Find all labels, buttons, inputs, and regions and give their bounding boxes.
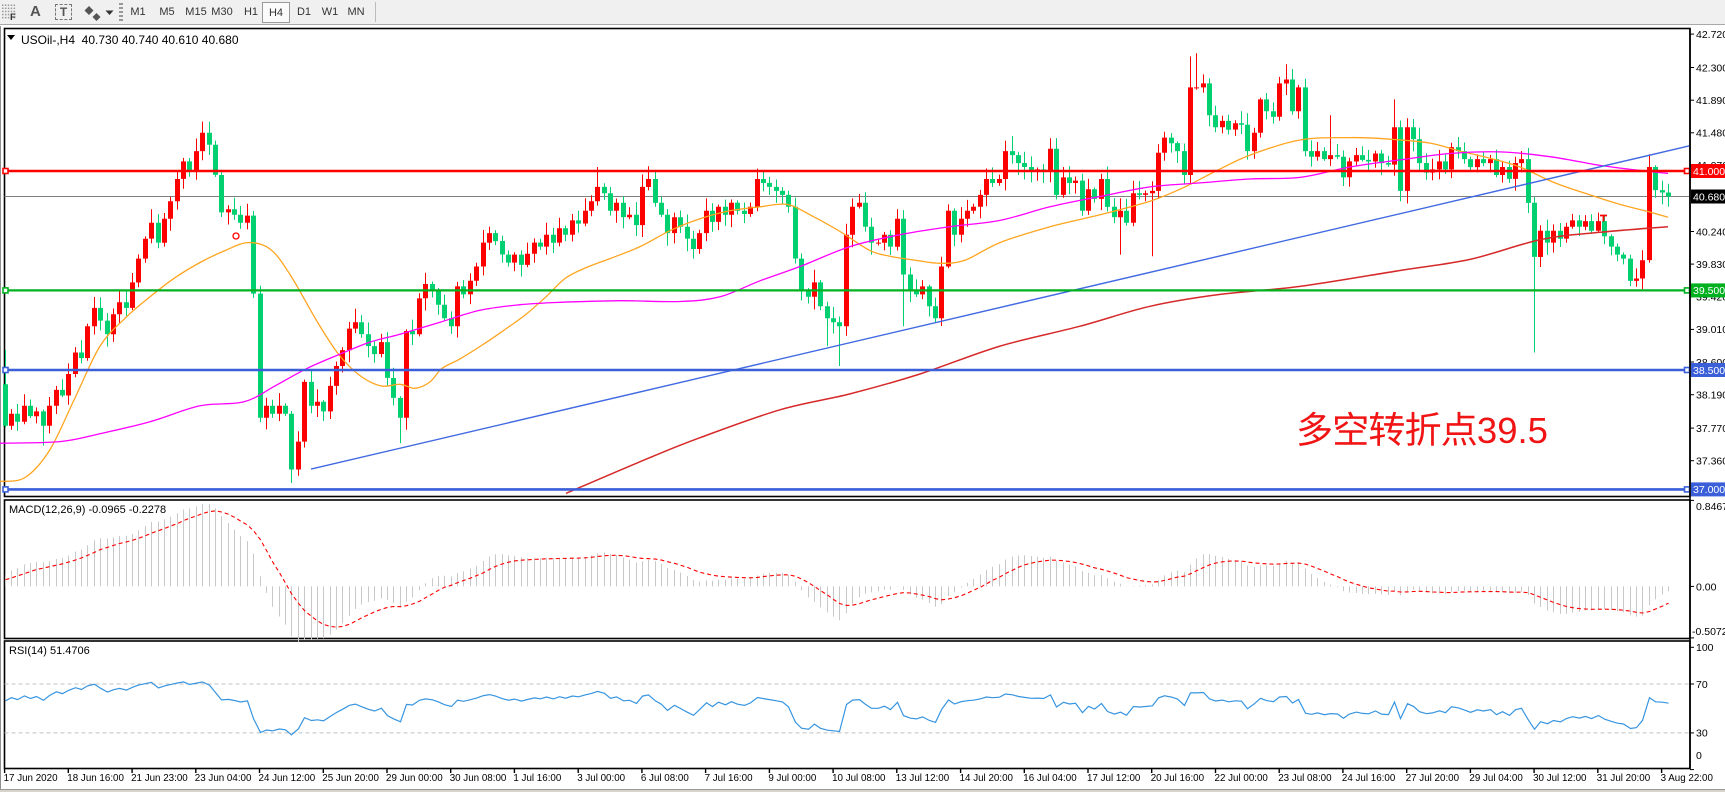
svg-text:18 Jun 16:00: 18 Jun 16:00 (67, 773, 124, 784)
svg-text:40.240: 40.240 (1696, 226, 1725, 238)
svg-text:20 Jul 16:00: 20 Jul 16:00 (1151, 773, 1205, 784)
svg-text:41.480: 41.480 (1696, 128, 1725, 140)
svg-text:37.770: 37.770 (1696, 423, 1725, 435)
svg-text:7 Jul 16:00: 7 Jul 16:00 (705, 773, 753, 784)
svg-text:41.000: 41.000 (1693, 166, 1725, 178)
svg-text:RSI(14) 51.4706: RSI(14) 51.4706 (9, 645, 90, 657)
svg-text:17 Jun 2020: 17 Jun 2020 (4, 773, 58, 784)
svg-text:42.720: 42.720 (1696, 29, 1725, 41)
svg-text:30 Jul 12:00: 30 Jul 12:00 (1533, 773, 1587, 784)
svg-text:27 Jul 20:00: 27 Jul 20:00 (1406, 773, 1460, 784)
svg-text:3 Jul 00:00: 3 Jul 00:00 (577, 773, 625, 784)
svg-text:39.500: 39.500 (1693, 285, 1725, 297)
svg-text:30: 30 (1696, 728, 1708, 740)
svg-text:30 Jun 08:00: 30 Jun 08:00 (450, 773, 507, 784)
svg-text:0: 0 (1696, 750, 1702, 762)
svg-text:23 Jul 08:00: 23 Jul 08:00 (1278, 773, 1332, 784)
svg-text:6 Jul 08:00: 6 Jul 08:00 (641, 773, 689, 784)
svg-text:-0.5072: -0.5072 (1692, 626, 1725, 638)
svg-text:100: 100 (1696, 642, 1714, 654)
svg-text:3 Aug 22:00: 3 Aug 22:00 (1661, 773, 1714, 784)
svg-text:39.010: 39.010 (1696, 324, 1725, 336)
svg-text:24 Jun 12:00: 24 Jun 12:00 (259, 773, 316, 784)
svg-text:37.000: 37.000 (1693, 484, 1725, 496)
svg-text:39.5: 39.5 (1477, 410, 1548, 451)
svg-text:17 Jul 12:00: 17 Jul 12:00 (1087, 773, 1141, 784)
svg-text:40.680: 40.680 (1693, 191, 1725, 203)
svg-text:9 Jul 00:00: 9 Jul 00:00 (768, 773, 816, 784)
svg-text:29 Jul 04:00: 29 Jul 04:00 (1469, 773, 1523, 784)
svg-text:16 Jul 04:00: 16 Jul 04:00 (1023, 773, 1077, 784)
svg-text:22 Jul 00:00: 22 Jul 00:00 (1215, 773, 1269, 784)
svg-text:F: F (10, 12, 16, 23)
svg-text:25 Jun 20:00: 25 Jun 20:00 (322, 773, 379, 784)
svg-text:21 Jun 23:00: 21 Jun 23:00 (131, 773, 188, 784)
svg-text:29 Jun 00:00: 29 Jun 00:00 (386, 773, 443, 784)
svg-text:23 Jun 04:00: 23 Jun 04:00 (195, 773, 252, 784)
svg-text:USOil-,H4 40.730 40.740 40.61: USOil-,H4 40.730 40.740 40.610 40.680 (21, 33, 239, 47)
svg-text:MACD(12,26,9) -0.0965 -0.2278: MACD(12,26,9) -0.0965 -0.2278 (9, 504, 166, 516)
svg-text:1 Jul 16:00: 1 Jul 16:00 (513, 773, 561, 784)
svg-text:0.00: 0.00 (1696, 582, 1717, 594)
svg-text:42.300: 42.300 (1696, 62, 1725, 74)
svg-text:41.890: 41.890 (1696, 95, 1725, 107)
svg-text:38.190: 38.190 (1696, 390, 1725, 402)
svg-text:14 Jul 20:00: 14 Jul 20:00 (960, 773, 1014, 784)
svg-text:10 Jul 08:00: 10 Jul 08:00 (832, 773, 886, 784)
svg-text:13 Jul 12:00: 13 Jul 12:00 (896, 773, 950, 784)
svg-text:31 Jul 20:00: 31 Jul 20:00 (1597, 773, 1651, 784)
svg-text:39.830: 39.830 (1696, 259, 1725, 271)
svg-text:0.8467: 0.8467 (1696, 501, 1725, 513)
svg-text:70: 70 (1696, 679, 1708, 691)
svg-text:37.360: 37.360 (1696, 456, 1725, 468)
svg-text:24 Jul 16:00: 24 Jul 16:00 (1342, 773, 1396, 784)
svg-text:38.500: 38.500 (1693, 365, 1725, 377)
